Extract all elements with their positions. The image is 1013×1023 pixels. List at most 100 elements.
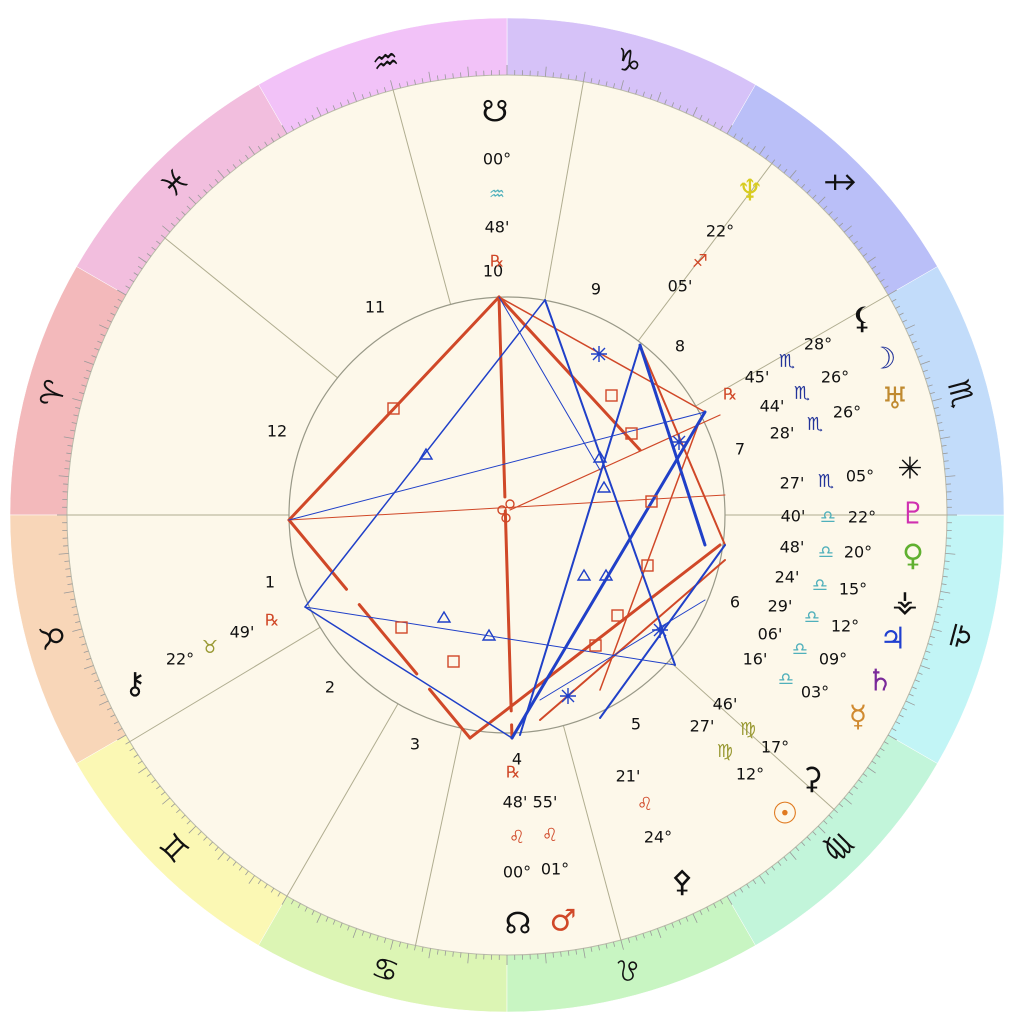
degree-tick	[436, 949, 439, 955]
degree-tick	[390, 80, 394, 91]
retrograde-mark: ℞	[723, 385, 737, 404]
degree-tick	[94, 679, 100, 683]
house-number: 2	[325, 678, 335, 697]
trine-symbol	[576, 568, 592, 581]
degree-tick	[795, 846, 800, 852]
degree-tick	[414, 945, 416, 951]
aspect-line	[599, 419, 701, 691]
degree-tick	[79, 635, 85, 639]
degree-tick	[70, 429, 76, 432]
degree-tick	[817, 196, 826, 205]
trine-symbol	[481, 628, 497, 641]
degree-tick	[806, 189, 811, 194]
degree-tick	[590, 78, 593, 84]
degree-tick	[203, 189, 208, 194]
degree-tick	[264, 141, 268, 147]
degree-tick	[428, 71, 431, 82]
degree-tick	[414, 79, 416, 85]
degree-tick	[552, 952, 554, 958]
degree-tick	[560, 73, 562, 79]
degree-tick	[823, 820, 828, 825]
degree-tick	[71, 422, 77, 424]
degree-tick	[65, 460, 71, 462]
body-sign: ♍	[717, 741, 733, 762]
degree-tick	[421, 78, 424, 84]
degree-tick	[444, 950, 447, 956]
sextile-symbol	[652, 622, 668, 638]
degree-tick	[726, 125, 733, 135]
house-number: 1	[265, 573, 275, 592]
degree-tick	[361, 930, 365, 936]
aspect-line	[287, 518, 472, 740]
degree-tick	[325, 108, 329, 114]
degree-tick	[560, 951, 562, 957]
degree-tick	[188, 196, 197, 205]
degree-tick	[905, 700, 916, 706]
cusp-line	[286, 703, 399, 897]
degree-tick	[935, 613, 941, 616]
degree-tick	[311, 114, 315, 120]
degree-tick	[452, 73, 454, 79]
degree-tick	[801, 184, 806, 189]
degree-tick	[264, 883, 268, 889]
degree-tick	[759, 146, 766, 155]
degree-tick	[898, 714, 904, 718]
degree-tick	[598, 945, 600, 951]
degree-tick	[186, 820, 191, 825]
degree-tick	[657, 92, 662, 102]
degree-tick	[270, 137, 275, 143]
degree-tick	[933, 406, 939, 409]
degree-tick	[943, 460, 949, 462]
body-sign: ♎	[818, 542, 834, 563]
retrograde-mark: ℞	[506, 763, 520, 782]
degree-tick	[460, 952, 462, 958]
body-minute: 55'	[533, 793, 558, 812]
degree-tick	[117, 734, 127, 741]
body-minute: 29'	[768, 597, 793, 616]
body-sign: ♌	[509, 827, 525, 848]
degree-tick	[398, 941, 401, 947]
body-degree: 05°	[846, 467, 874, 486]
degree-tick	[929, 391, 935, 395]
degree-tick	[765, 870, 769, 876]
degree-tick	[575, 949, 578, 955]
body-glyph: ♂	[550, 904, 577, 939]
degree-tick	[927, 643, 933, 646]
aspect-line	[599, 544, 726, 719]
degree-tick	[97, 686, 103, 690]
degree-tick	[63, 436, 74, 439]
degree-tick	[176, 216, 181, 221]
body-degree: 01°	[541, 860, 569, 879]
degree-tick	[858, 246, 863, 251]
degree-tick	[383, 87, 387, 93]
degree-tick	[100, 333, 106, 337]
degree-tick	[339, 922, 343, 928]
degree-tick	[110, 312, 116, 316]
square-symbol	[589, 639, 602, 652]
degree-tick	[922, 657, 928, 661]
degree-tick	[352, 928, 357, 938]
house-number: 11	[365, 298, 385, 317]
degree-tick	[627, 87, 631, 93]
body-glyph: ✳	[897, 452, 922, 487]
degree-tick	[759, 875, 766, 884]
degree-tick	[281, 895, 288, 905]
degree-tick	[828, 211, 833, 216]
degree-tick	[84, 665, 94, 670]
degree-tick	[117, 289, 127, 296]
house-number: 4	[512, 750, 522, 769]
house-number: 5	[631, 715, 641, 734]
sextile-symbol	[591, 346, 607, 362]
body-minute: 48'	[780, 538, 805, 557]
degree-tick	[316, 106, 322, 117]
degree-tick	[908, 333, 914, 337]
degree-tick	[664, 925, 667, 931]
square-symbol	[387, 402, 400, 415]
degree-tick	[347, 99, 350, 105]
cusp-line	[129, 626, 321, 743]
degree-tick	[369, 933, 372, 939]
degree-tick	[895, 721, 901, 725]
degree-tick	[853, 785, 858, 790]
degree-tick	[226, 856, 231, 862]
degree-tick	[203, 836, 208, 841]
